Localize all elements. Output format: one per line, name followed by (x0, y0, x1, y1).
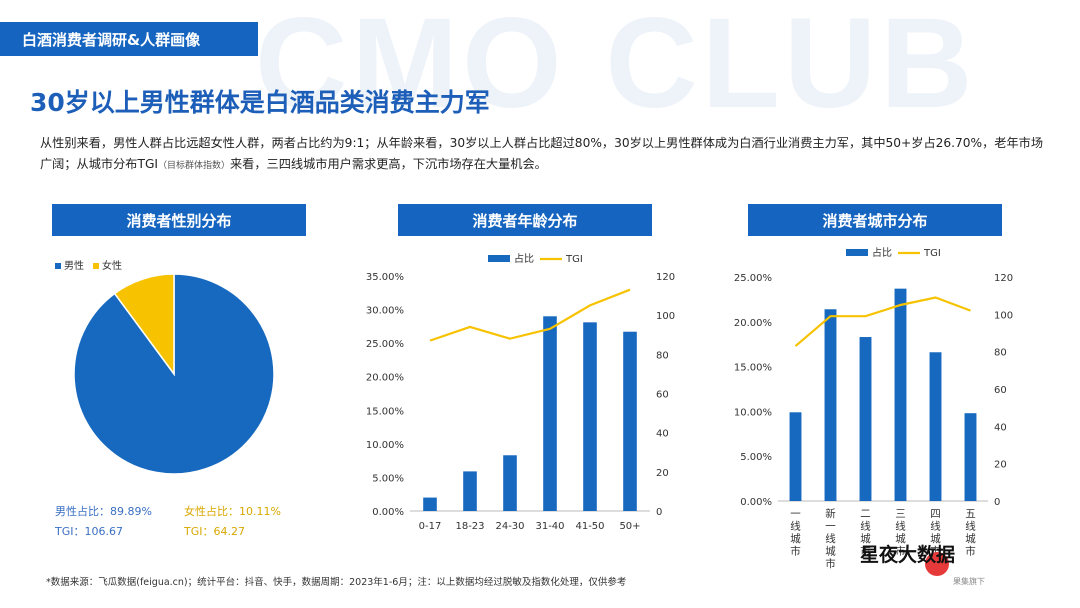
section-header-text: 白酒消费者调研&人群画像 (22, 31, 201, 49)
city-bar (859, 337, 872, 501)
age-y-right-tick: 60 (656, 390, 669, 401)
city-x-tick: 二线城市 (860, 508, 871, 558)
male-share-label: 男性占比：89.89% (55, 504, 152, 518)
city-y-right-tick: 0 (994, 497, 1000, 508)
age-x-tick: 41-50 (575, 521, 604, 532)
city-legend-label-bar: 占比 (872, 246, 892, 259)
city-x-tick: 一线城市 (790, 508, 801, 558)
city-bar (789, 412, 802, 501)
age-chart-title: 消费者年龄分布 (398, 204, 652, 236)
city-bar (824, 309, 837, 501)
age-y-right-tick: 0 (656, 507, 662, 518)
age-y-right-tick: 80 (656, 350, 669, 361)
age-bar (503, 455, 517, 511)
city-tgi-line (794, 296, 971, 347)
age-y-right-tick: 20 (656, 468, 669, 479)
age-y-right-tick: 120 (656, 272, 675, 283)
age-y-left-tick: 35.00% (366, 272, 404, 283)
city-y-left-tick: 20.00% (734, 318, 772, 329)
city-legend-label-line: TGI (923, 248, 941, 259)
age-x-tick: 31-40 (535, 521, 564, 532)
city-y-right-tick: 100 (994, 310, 1013, 321)
city-bar (929, 352, 942, 501)
age-legend-swatch-bar (488, 255, 510, 262)
city-y-right-tick: 40 (994, 422, 1007, 433)
brand-name: 星夜大数据 (860, 544, 956, 566)
gender-chart-title: 消费者性别分布 (52, 204, 306, 236)
age-y-left-tick: 10.00% (366, 440, 404, 451)
city-y-right-tick: 80 (994, 348, 1007, 359)
age-x-tick: 18-23 (455, 521, 484, 532)
age-y-left-tick: 0.00% (372, 507, 404, 518)
section-header-bar: 白酒消费者调研&人群画像 (0, 22, 258, 56)
city-y-right-tick: 20 (994, 460, 1007, 471)
city-y-left-tick: 10.00% (734, 407, 772, 418)
legend-swatch-female (93, 263, 99, 269)
age-bar (583, 322, 597, 511)
age-x-tick: 0-17 (419, 521, 442, 532)
description-text-2: 来看，三四线城市用户需求更高，下沉市场存在大量机会。 (230, 157, 547, 171)
city-bar (964, 413, 977, 501)
age-legend-label-line: TGI (565, 254, 583, 265)
description: 从性别来看，男性人群占比远超女性人群，两者占比约为9:1；从年龄来看，30岁以上… (40, 133, 1050, 177)
age-y-left-tick: 30.00% (366, 306, 404, 317)
age-y-left-tick: 25.00% (366, 339, 404, 350)
description-note: （目标群体指数） (157, 161, 230, 171)
city-y-left-tick: 0.00% (740, 497, 772, 508)
legend-swatch-male (55, 263, 61, 269)
city-x-tick: 五线城市 (965, 508, 976, 558)
age-x-tick: 50+ (619, 521, 640, 532)
female-tgi-label: TGI：64.27 (183, 525, 245, 538)
city-y-left-tick: 15.00% (734, 363, 772, 374)
female-share-label: 女性占比：10.11% (184, 504, 281, 518)
age-y-left-tick: 5.00% (372, 473, 404, 484)
city-x-tick: 四线城市 (930, 508, 941, 558)
city-bar (894, 288, 907, 501)
age-tgi-line (429, 288, 631, 342)
legend-label-female: 女性 (102, 259, 122, 272)
legend-label-male: 男性 (64, 259, 84, 272)
age-x-tick: 24-30 (495, 521, 524, 532)
male-tgi-label: TGI：106.67 (54, 525, 123, 538)
brand-logo-icon (925, 552, 949, 576)
page-title: 30岁以上男性群体是白酒品类消费主力军 (30, 88, 490, 117)
city-y-left-tick: 5.00% (740, 452, 772, 463)
age-bar (423, 497, 437, 511)
city-y-left-tick: 25.00% (734, 273, 772, 284)
watermark: CMO CLUB (255, 0, 977, 135)
age-legend-label-bar: 占比 (514, 252, 534, 265)
age-y-right-tick: 40 (656, 429, 669, 440)
city-chart-title: 消费者城市分布 (748, 204, 1002, 236)
age-y-left-tick: 20.00% (366, 373, 404, 384)
description-text-1: 从性别来看，男性人群占比远超女性人群，两者占比约为9:1；从年龄来看，30岁以上… (40, 136, 1044, 171)
source-footnote: *数据来源：飞瓜数据(feigua.cn)；统计平台：抖音、快手，数据周期：20… (46, 577, 627, 588)
brand-logo-subtext: 果集旗下 (953, 577, 985, 586)
city-legend-swatch-bar (846, 249, 868, 256)
city-x-tick: 新一线城市 (825, 507, 836, 570)
age-y-left-tick: 15.00% (366, 406, 404, 417)
city-x-tick: 三线城市 (895, 508, 906, 558)
age-bar (463, 471, 477, 511)
age-bar (543, 316, 557, 511)
city-y-right-tick: 60 (994, 385, 1007, 396)
age-y-right-tick: 100 (656, 311, 675, 322)
age-bar (623, 331, 637, 511)
city-y-right-tick: 120 (994, 273, 1013, 284)
pie-slice-female (113, 273, 175, 377)
